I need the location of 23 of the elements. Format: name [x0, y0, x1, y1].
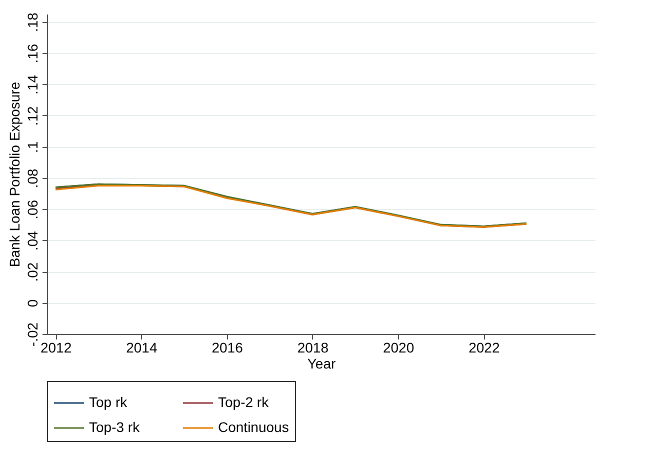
y-tick-label: -.02: [24, 322, 40, 347]
x-tick-label: 2016: [212, 340, 244, 356]
x-axis-title: Year: [307, 356, 336, 372]
x-tick-label: 2012: [40, 340, 72, 356]
y-tick-label: .08: [24, 168, 40, 188]
legend-label: Top-2 rk: [218, 394, 270, 410]
x-tick-label: 2014: [126, 340, 158, 356]
y-tick-label: .12: [24, 106, 40, 126]
legend-label: Continuous: [218, 419, 289, 435]
y-tick-label: .04: [24, 230, 40, 251]
legend-label: Top rk: [89, 394, 128, 410]
y-tick-label: .06: [24, 200, 40, 220]
x-tick-label: 2020: [382, 340, 414, 356]
y-tick-label: .18: [24, 12, 40, 32]
legend-label: Top-3 rk: [89, 419, 141, 435]
x-tick-label: 2018: [297, 340, 329, 356]
y-axis-title: Bank Loan Portfolio Exposure: [6, 82, 22, 268]
y-tick-label: .02: [24, 262, 40, 282]
y-tick-label: .1: [24, 141, 40, 154]
y-tick-label: 0: [24, 299, 40, 308]
y-tick-label: .16: [24, 44, 40, 64]
y-tick-label: .14: [24, 74, 40, 94]
x-tick-label: 2022: [468, 340, 500, 356]
